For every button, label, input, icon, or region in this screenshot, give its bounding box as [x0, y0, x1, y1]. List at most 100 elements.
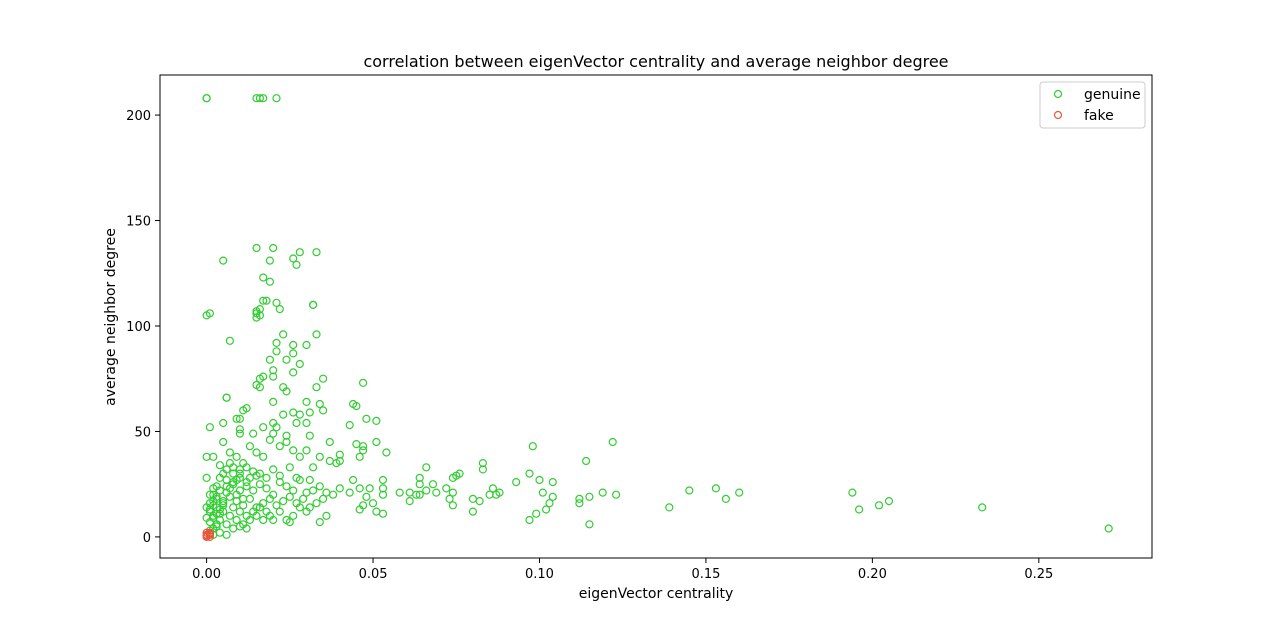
point-genuine-133 — [415, 473, 424, 482]
point-genuine-186 — [585, 520, 594, 529]
point-genuine-254 — [302, 507, 311, 516]
point-genuine-244 — [252, 511, 261, 520]
point-genuine-61 — [289, 408, 298, 417]
point-genuine-258 — [222, 530, 231, 539]
point-genuine-161 — [685, 486, 694, 495]
point-genuine-36 — [289, 349, 298, 358]
point-genuine-253 — [295, 503, 304, 512]
point-genuine-60 — [239, 406, 248, 415]
point-genuine-91 — [528, 442, 537, 451]
point-genuine-184 — [541, 505, 551, 514]
point-genuine-113 — [215, 461, 224, 470]
point-genuine-121 — [478, 465, 487, 474]
point-genuine-11 — [292, 260, 301, 269]
point-genuine-90 — [372, 437, 381, 447]
point-genuine-185 — [525, 515, 534, 525]
point-genuine-30 — [312, 330, 321, 339]
point-genuine-151 — [448, 488, 457, 497]
legend-genuine-label: genuine — [1084, 87, 1141, 103]
point-genuine-65 — [319, 406, 328, 415]
point-genuine-286 — [245, 473, 254, 482]
legend: genuine fake — [1039, 81, 1146, 129]
point-genuine-144 — [378, 484, 388, 493]
point-genuine-81 — [269, 429, 278, 438]
point-genuine-37 — [265, 355, 274, 364]
point-genuine-77 — [272, 423, 281, 432]
y-axis-ticks: 0 50 100 150 200 — [126, 109, 160, 546]
point-genuine-45 — [319, 374, 328, 383]
point-genuine-281 — [229, 480, 238, 489]
y-tick-label: 50 — [134, 425, 151, 440]
point-genuine-85 — [265, 435, 274, 444]
point-genuine-103 — [209, 452, 218, 461]
point-genuine-212 — [329, 490, 338, 499]
point-genuine-210 — [315, 482, 324, 491]
point-genuine-223 — [279, 497, 288, 506]
y-axis-label: average neighbor degree — [103, 228, 119, 406]
point-genuine-288 — [255, 469, 264, 478]
point-genuine-26 — [205, 309, 214, 318]
point-genuine-209 — [309, 486, 318, 495]
point-genuine-12 — [219, 256, 228, 265]
point-genuine-120 — [478, 459, 487, 468]
point-genuine-131 — [349, 475, 358, 485]
point-genuine-157 — [575, 494, 584, 503]
point-genuine-118 — [309, 463, 318, 472]
point-genuine-53 — [222, 393, 231, 402]
point-genuine-19 — [275, 305, 284, 314]
point-genuine-10 — [289, 254, 298, 263]
point-genuine-8 — [295, 248, 304, 257]
point-genuine-136 — [415, 480, 424, 489]
point-genuine-264 — [285, 517, 294, 527]
point-genuine-70 — [292, 418, 301, 428]
point-genuine-170 — [1104, 524, 1113, 533]
point-genuine-124 — [448, 473, 457, 482]
point-genuine-67 — [235, 414, 244, 423]
point-genuine-292 — [212, 522, 221, 531]
point-genuine-166 — [874, 501, 884, 510]
point-genuine-173 — [378, 490, 388, 499]
point-genuine-1 — [202, 94, 211, 103]
point-genuine-119 — [422, 463, 431, 472]
point-genuine-289 — [262, 473, 271, 482]
point-genuine-95 — [289, 446, 298, 455]
y-tick-label: 100 — [126, 320, 151, 335]
point-genuine-155 — [538, 488, 547, 497]
point-genuine-83 — [305, 431, 314, 440]
point-genuine-18 — [272, 298, 281, 307]
point-genuine-13 — [265, 256, 274, 265]
point-genuine-31 — [225, 336, 234, 345]
point-genuine-128 — [275, 471, 284, 480]
point-genuine-74 — [205, 423, 214, 432]
point-genuine-135 — [548, 478, 557, 487]
point-genuine-256 — [322, 511, 331, 520]
point-genuine-107 — [315, 452, 324, 461]
point-genuine-222 — [272, 501, 281, 510]
point-genuine-100 — [225, 448, 234, 457]
point-genuine-34 — [302, 340, 311, 350]
point-genuine-78 — [345, 421, 354, 430]
point-genuine-14 — [259, 273, 268, 282]
point-genuine-202 — [262, 484, 271, 493]
point-genuine-272 — [229, 469, 238, 478]
x-tick-label: 0.25 — [1024, 567, 1053, 582]
x-tick-label: 0.05 — [359, 567, 388, 582]
axes-frame — [159, 74, 1153, 559]
point-genuine-172 — [368, 499, 378, 508]
point-genuine-148 — [422, 486, 431, 495]
point-genuine-171 — [362, 492, 371, 501]
point-genuine-71 — [302, 418, 311, 428]
point-genuine-164 — [735, 488, 744, 497]
point-genuine-79 — [235, 429, 244, 438]
point-genuine-255 — [315, 517, 324, 527]
point-genuine-117 — [285, 463, 294, 472]
point-genuine-189 — [378, 509, 388, 518]
point-genuine-76 — [259, 423, 268, 432]
legend-fake-marker — [1053, 110, 1063, 120]
point-genuine-236 — [225, 511, 234, 520]
point-genuine-62 — [305, 408, 314, 417]
point-genuine-183 — [532, 509, 541, 518]
point-genuine-237 — [229, 503, 238, 512]
point-genuine-284 — [239, 494, 248, 503]
